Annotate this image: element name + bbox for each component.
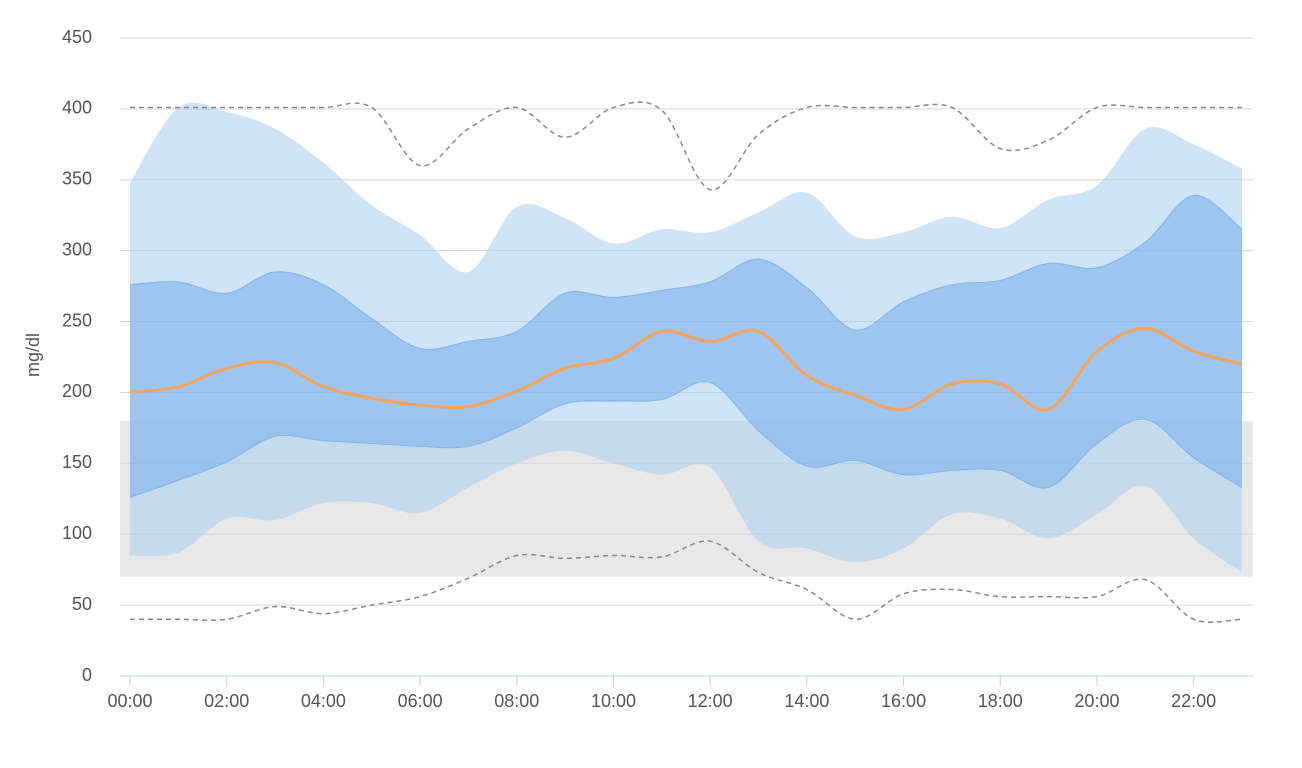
extreme-line [130, 101, 1242, 191]
y-tick-label: 400 [62, 98, 92, 118]
y-tick-label: 100 [62, 523, 92, 543]
y-tick-label: 0 [82, 665, 92, 685]
x-tick-label: 00:00 [107, 691, 152, 711]
y-tick-label: 300 [62, 239, 92, 259]
x-tick-label: 06:00 [398, 691, 443, 711]
x-tick-label: 02:00 [204, 691, 249, 711]
x-tick-label: 08:00 [494, 691, 539, 711]
x-tick-label: 16:00 [881, 691, 926, 711]
y-tick-label: 200 [62, 381, 92, 401]
y-tick-label: 250 [62, 310, 92, 330]
y-tick-label: 450 [62, 27, 92, 47]
median-line [129, 327, 1243, 412]
x-tick-label: 18:00 [978, 691, 1023, 711]
x-tick-label: 14:00 [784, 691, 829, 711]
x-tick-label: 22:00 [1171, 691, 1216, 711]
y-tick-label: 350 [62, 169, 92, 189]
percentile-band [130, 195, 1242, 498]
x-tick-label: 04:00 [301, 691, 346, 711]
x-tick-label: 10:00 [591, 691, 636, 711]
band-edge [129, 381, 1243, 498]
y-tick-label: 150 [62, 452, 92, 472]
band-edge [129, 194, 1243, 350]
extreme-line [129, 540, 1243, 623]
y-tick-label: 50 [72, 594, 92, 614]
x-tick-label: 12:00 [688, 691, 733, 711]
x-tick-label: 20:00 [1074, 691, 1119, 711]
y-axis-label: mg/dl [23, 333, 43, 377]
